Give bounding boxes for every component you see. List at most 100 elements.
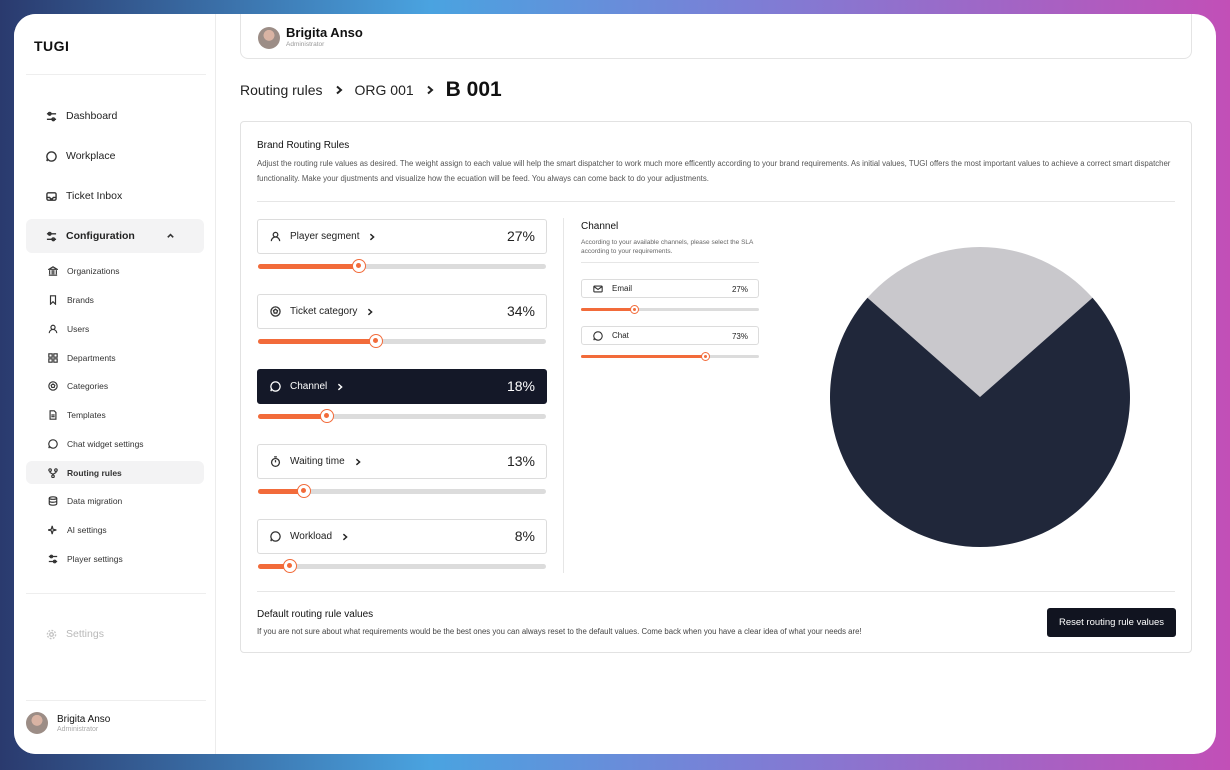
sidebar-subitem-categories[interactable]: Categories bbox=[26, 374, 204, 397]
channel-title: Channel bbox=[581, 221, 619, 232]
sidebar-item-label: Settings bbox=[66, 628, 104, 640]
sparkle-icon bbox=[48, 525, 57, 534]
chevron-right-icon bbox=[355, 458, 361, 465]
sliders-icon bbox=[48, 554, 58, 563]
sidebar-item-workplace[interactable]: Workplace bbox=[26, 139, 204, 173]
header-user-role: Administrator bbox=[286, 41, 325, 48]
chat-bubble-icon bbox=[46, 150, 57, 162]
page-title: B 001 bbox=[445, 78, 502, 101]
rule-slider-workload[interactable] bbox=[258, 559, 546, 573]
slider-fill bbox=[258, 264, 359, 269]
pie-slice-chat bbox=[830, 297, 1130, 547]
slider-thumb[interactable] bbox=[629, 305, 639, 314]
sidebar-subitem-label: Chat widget settings bbox=[67, 438, 144, 449]
slider-thumb[interactable] bbox=[320, 409, 335, 423]
chevron-right-icon bbox=[370, 233, 376, 240]
rule-label: Workload bbox=[290, 531, 333, 542]
header-card: Brigita Anso Administrator bbox=[240, 14, 1192, 59]
divider bbox=[26, 700, 206, 701]
column-divider bbox=[563, 218, 564, 573]
rule-value: 13% bbox=[506, 453, 535, 469]
divider bbox=[26, 593, 206, 594]
sidebar-subitem-player-settings[interactable]: Player settings bbox=[26, 547, 204, 570]
slider-thumb[interactable] bbox=[297, 484, 312, 498]
slider-fill bbox=[258, 564, 290, 569]
rule-slider-waiting-time[interactable] bbox=[258, 484, 546, 498]
rule-slider-channel[interactable] bbox=[258, 409, 546, 423]
section-description: Adjust the routing rule values as desire… bbox=[257, 159, 1171, 183]
bookmark-icon bbox=[49, 294, 57, 305]
channel-description: According to your available channels, pl… bbox=[581, 239, 753, 255]
sidebar-item-label: Dashboard bbox=[66, 110, 118, 122]
gear-icon bbox=[46, 629, 57, 639]
rule-channel[interactable]: Channel 18% bbox=[257, 369, 547, 404]
channel-label: Email bbox=[612, 284, 633, 293]
rule-player-segment[interactable]: Player segment 27% bbox=[257, 219, 547, 254]
ball-icon bbox=[48, 380, 58, 391]
slider-thumb[interactable] bbox=[369, 334, 384, 348]
bank-icon bbox=[48, 265, 58, 276]
rule-ticket-category[interactable]: Ticket category 34% bbox=[257, 294, 547, 329]
chevron-right-icon bbox=[426, 85, 434, 95]
sidebar-subitem-label: Departments bbox=[67, 352, 116, 363]
sidebar-item-ticket-inbox[interactable]: Ticket Inbox bbox=[26, 179, 204, 213]
channel-label: Chat bbox=[612, 331, 629, 340]
document-icon bbox=[49, 409, 57, 420]
grid-icon bbox=[48, 352, 58, 363]
sidebar-subitem-ai-settings[interactable]: AI settings bbox=[26, 518, 204, 541]
rule-waiting-time[interactable]: Waiting time 13% bbox=[257, 444, 547, 479]
defaults-description: If you are not sure about what requireme… bbox=[257, 627, 862, 636]
sidebar-item-label: Configuration bbox=[66, 230, 135, 242]
sidebar-subitem-organizations[interactable]: Organizations bbox=[26, 259, 204, 282]
breadcrumb-org[interactable]: ORG 001 bbox=[354, 82, 414, 98]
sidebar-user[interactable]: Brigita Anso Administrator bbox=[26, 712, 110, 734]
breadcrumb: Routing rules ORG 001 B 001 bbox=[240, 78, 502, 102]
chat-bubble-icon bbox=[270, 531, 281, 542]
sidebar-subitem-users[interactable]: Users bbox=[26, 317, 204, 340]
channel-value: 73% bbox=[731, 332, 748, 341]
chevron-right-icon bbox=[335, 85, 343, 95]
sidebar-item-dashboard[interactable]: Dashboard bbox=[26, 99, 204, 133]
sidebar-subitem-templates[interactable]: Templates bbox=[26, 403, 204, 426]
app-window: TUGI Dashboard Workplace Ticket Inbox Co… bbox=[14, 14, 1216, 754]
sidebar-subitem-departments[interactable]: Departments bbox=[26, 346, 204, 369]
reset-routing-rules-button[interactable]: Reset routing rule values bbox=[1047, 608, 1176, 637]
sidebar-item-settings[interactable]: Settings bbox=[26, 617, 204, 651]
header-user-name: Brigita Anso bbox=[286, 25, 363, 40]
rule-workload[interactable]: Workload 8% bbox=[257, 519, 547, 554]
channel-email[interactable]: Email 27% bbox=[581, 279, 759, 298]
mail-icon bbox=[593, 285, 603, 292]
channel-slider-email[interactable] bbox=[581, 305, 759, 315]
slider-thumb[interactable] bbox=[282, 559, 297, 573]
routing-rules-card: Brand Routing Rules Adjust the routing r… bbox=[240, 121, 1192, 653]
rule-label: Channel bbox=[290, 381, 328, 392]
user-role: Administrator bbox=[57, 725, 99, 733]
chevron-right-icon bbox=[342, 533, 348, 540]
rule-slider-player-segment[interactable] bbox=[258, 259, 546, 273]
sidebar-subitem-label: Categories bbox=[67, 380, 109, 391]
sidebar-subitem-chat-widget-settings[interactable]: Chat widget settings bbox=[26, 432, 204, 455]
slider-track bbox=[258, 339, 546, 344]
chevron-up-icon bbox=[167, 233, 174, 238]
slider-thumb[interactable] bbox=[701, 352, 711, 361]
breadcrumb-routing-rules[interactable]: Routing rules bbox=[240, 82, 323, 98]
sidebar-subitem-label: Player settings bbox=[67, 553, 123, 564]
slider-track bbox=[258, 414, 546, 419]
slider-fill bbox=[258, 414, 328, 419]
avatar[interactable] bbox=[258, 27, 280, 49]
rule-label: Ticket category bbox=[290, 306, 358, 317]
slider-fill bbox=[581, 355, 706, 358]
sidebar-subitem-brands[interactable]: Brands bbox=[26, 288, 204, 311]
avatar bbox=[26, 712, 48, 734]
slider-thumb[interactable] bbox=[351, 259, 366, 273]
sidebar-subitem-label: Data migration bbox=[67, 495, 123, 506]
sidebar-subitem-data-migration[interactable]: Data migration bbox=[26, 489, 204, 512]
sidebar-item-configuration[interactable]: Configuration bbox=[26, 219, 204, 253]
rule-slider-ticket-category[interactable] bbox=[258, 334, 546, 348]
stopwatch-icon bbox=[270, 456, 281, 467]
sidebar-item-label: Workplace bbox=[66, 150, 116, 162]
section-title: Brand Routing Rules bbox=[257, 140, 350, 151]
sidebar-subitem-routing-rules[interactable]: Routing rules bbox=[26, 461, 204, 484]
channel-slider-chat[interactable] bbox=[581, 352, 759, 362]
channel-chat[interactable]: Chat 73% bbox=[581, 326, 759, 345]
